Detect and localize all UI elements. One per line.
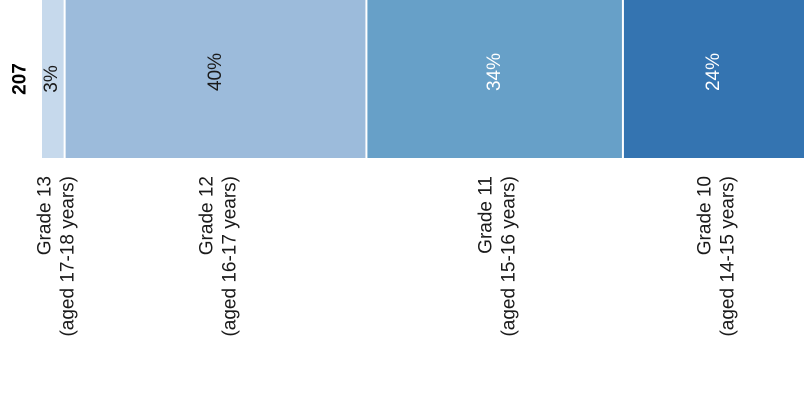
category-labels: Grade 13 (aged 17-18 years) Grade 12 (aged … xyxy=(34,176,738,337)
bar-segment-grade-11 xyxy=(366,0,623,158)
segment-value-label: 34% xyxy=(484,53,505,91)
category-label-grade-12: Grade 12 (aged 16-17 years) xyxy=(197,176,241,337)
total-count-label: 207 xyxy=(10,63,31,95)
bar-segment-grade-13 xyxy=(42,0,65,158)
segment-value-label: 3% xyxy=(41,65,62,93)
segment-value-label: 40% xyxy=(205,53,226,91)
segment-value-labels: 3% 40% 34% 24% xyxy=(41,53,724,93)
bar-segment-grade-10 xyxy=(622,0,804,158)
segment-value-label: 24% xyxy=(703,53,724,91)
category-label-grade-13: Grade 13 (aged 17-18 years) xyxy=(34,176,78,337)
bar-segment-grade-12 xyxy=(64,0,367,158)
category-label-grade-11: Grade 11 (aged 15-16 years) xyxy=(476,176,520,337)
category-label-grade-10: Grade 10 (aged 14-15 years) xyxy=(694,176,738,337)
bar-segments xyxy=(42,0,804,158)
